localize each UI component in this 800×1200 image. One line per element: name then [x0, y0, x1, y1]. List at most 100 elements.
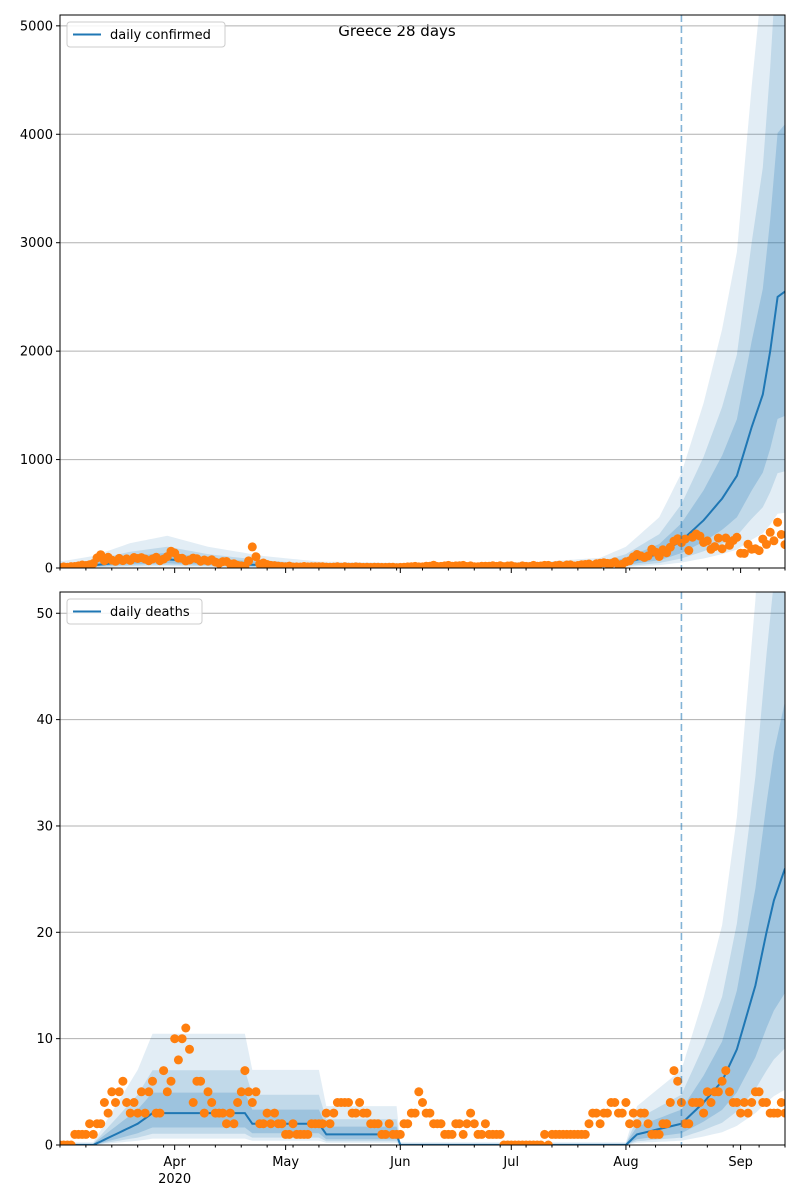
x-tick-label: May — [272, 1155, 299, 1170]
observed-point — [780, 540, 785, 550]
observed-point — [455, 1119, 464, 1129]
observed-point — [754, 546, 764, 556]
observed-point — [136, 1087, 146, 1097]
observed-point — [321, 1108, 331, 1118]
observed-point — [351, 1108, 361, 1118]
observed-point — [107, 1087, 117, 1097]
observed-point — [639, 1108, 649, 1118]
observed-point — [111, 1098, 120, 1107]
legend-label: daily confirmed — [110, 28, 211, 43]
observed-point — [114, 1087, 124, 1097]
confirmed-panel: 0 1000 2000 3000 4000 5000 daily confirmed — [20, 14, 786, 577]
observed-point — [170, 1034, 180, 1044]
observed-point — [395, 1129, 405, 1139]
observed-point — [610, 1098, 620, 1107]
observed-point — [721, 533, 731, 543]
observed-point — [632, 1119, 642, 1129]
observed-point — [702, 1087, 712, 1097]
observed-point — [458, 1129, 468, 1139]
observed-point — [425, 1108, 435, 1118]
observed-point — [236, 1087, 246, 1097]
observed-point — [140, 1108, 150, 1118]
observed-point — [66, 1140, 76, 1145]
observed-point — [699, 1108, 709, 1118]
observed-point — [469, 1119, 479, 1129]
observed-point — [177, 1034, 187, 1044]
observed-point — [625, 1119, 635, 1129]
observed-point — [318, 1119, 328, 1129]
legend-box — [66, 21, 226, 48]
observed-point — [403, 1119, 413, 1129]
observed-point — [362, 1108, 372, 1118]
observed-point — [155, 1108, 165, 1118]
legend-label: daily deaths — [110, 605, 190, 620]
y-tick-label: 2000 — [20, 345, 53, 360]
observed-point — [414, 1087, 424, 1097]
observed-point — [96, 1119, 106, 1129]
observed-point — [129, 1098, 139, 1107]
observed-point — [447, 1129, 457, 1139]
observed-point — [765, 527, 775, 537]
observed-point — [717, 1076, 727, 1086]
observed-point — [344, 1098, 353, 1107]
observed-point — [536, 1140, 546, 1145]
observed-point — [125, 1108, 135, 1118]
observed-point — [743, 1108, 753, 1118]
observed-point — [258, 1119, 268, 1129]
observed-point — [81, 1129, 91, 1139]
observed-point — [591, 1108, 601, 1118]
observed-point — [462, 1119, 472, 1129]
observed-point — [495, 1129, 505, 1139]
observed-point — [732, 1098, 742, 1107]
observed-point — [739, 1098, 749, 1107]
observed-point — [325, 1119, 335, 1129]
observed-point — [384, 1119, 394, 1129]
observed-point — [207, 1098, 217, 1107]
observed-point — [773, 517, 783, 527]
uncertainty-band-outer — [60, 15, 785, 568]
x-tick-label: Jul — [502, 1155, 519, 1170]
x-tick-label: Jun — [389, 1155, 410, 1170]
observed-point — [196, 1076, 206, 1086]
observed-point — [166, 1076, 176, 1086]
observed-point — [710, 542, 720, 552]
observed-point — [713, 533, 723, 543]
observed-point — [680, 534, 690, 544]
observed-point — [725, 1087, 734, 1097]
observed-point — [251, 1087, 261, 1097]
y-tick-label: 0 — [45, 1139, 53, 1154]
observed-point — [628, 1108, 638, 1118]
observed-point — [103, 1108, 113, 1118]
observed-point — [303, 1129, 313, 1139]
observed-point — [480, 1119, 490, 1129]
y-tick-label: 10 — [36, 1032, 53, 1047]
uncertainty-band-outer — [60, 592, 785, 1145]
observed-point — [244, 1087, 254, 1097]
observed-point — [684, 1119, 694, 1129]
legend-box — [66, 598, 203, 625]
observed-point — [240, 1066, 250, 1076]
y-tick-label: 1000 — [20, 453, 53, 468]
observed-point — [739, 548, 749, 558]
observed-point — [373, 1119, 383, 1129]
observed-point — [329, 1108, 339, 1118]
observed-point — [466, 1108, 476, 1118]
observed-point — [602, 1108, 612, 1118]
observed-point — [747, 1098, 757, 1107]
observed-point — [643, 551, 653, 561]
uncertainty-band-inner — [60, 124, 785, 568]
observed-point — [418, 1098, 427, 1107]
observed-point — [736, 1108, 746, 1118]
observed-point — [288, 1119, 298, 1129]
y-tick-label: 20 — [36, 926, 53, 941]
figure-title: Greece 28 days — [338, 22, 456, 40]
observed-point — [225, 1108, 235, 1118]
observed-point — [247, 542, 257, 552]
observed-point — [540, 1129, 550, 1139]
observed-point — [144, 1087, 154, 1097]
observed-point — [188, 1098, 198, 1107]
observed-point — [617, 1108, 627, 1118]
observed-point — [133, 1108, 143, 1118]
x-tick-label: Aug — [613, 1155, 638, 1170]
observed-point — [262, 1108, 272, 1118]
